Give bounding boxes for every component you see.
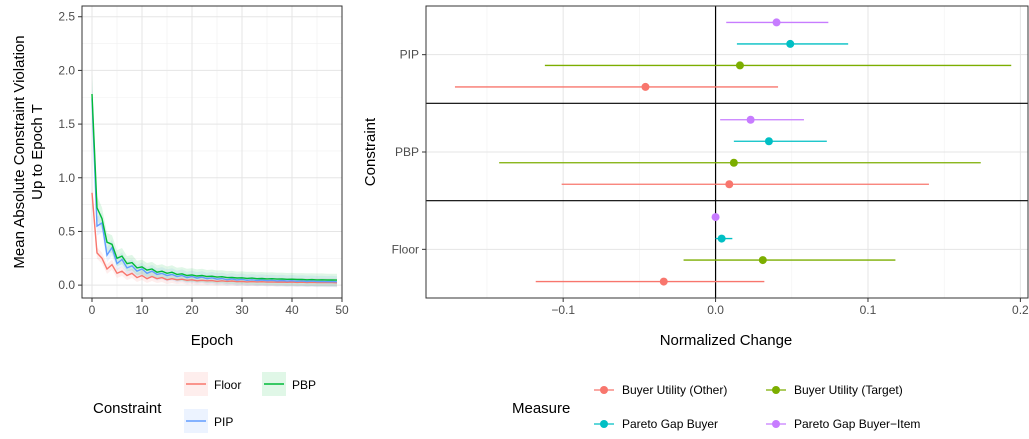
point-buyer-utility-target--floor <box>758 256 767 265</box>
legend-key-point-buyer-utility-other- <box>600 386 608 394</box>
series-line-pip <box>91 98 338 283</box>
x-tick-label: 40 <box>285 303 299 317</box>
series-ribbon-floor <box>92 183 337 287</box>
x-tick-label: 30 <box>235 303 249 317</box>
legend-label-pareto-gap-buyer: Pareto Gap Buyer <box>622 417 718 431</box>
x-axis-title: Normalized Change <box>660 332 793 349</box>
x-tick-label: 10 <box>135 303 149 317</box>
legend-title: Constraint <box>93 400 162 417</box>
point-pareto-gap-buyer-pbp <box>764 137 773 146</box>
x-tick-label: 0.0 <box>707 303 724 317</box>
x-tick-label: −0.1 <box>551 303 575 317</box>
point-pareto-gap-buyer-floor <box>717 234 726 243</box>
point-pareto-gap-buyer-item-pip <box>772 18 781 27</box>
legend-label-buyer-utility-target-: Buyer Utility (Target) <box>794 383 903 397</box>
y-axis-title: Mean Absolute Constraint Violation Up to … <box>11 35 46 268</box>
left-legend: Constraint Floor PBP PIP <box>93 372 316 433</box>
x-tick-label: 20 <box>185 303 199 317</box>
series-line-floor <box>91 192 338 284</box>
y-tick-label: PBP <box>395 145 419 159</box>
legend-title: Measure <box>512 400 570 417</box>
y-tick-label: 2.5 <box>58 10 75 24</box>
point-buyer-utility-other--pbp <box>725 180 734 189</box>
y-axis-title: Constraint <box>362 117 379 186</box>
y-tick-label: Floor <box>392 242 419 256</box>
left-plot-border <box>81 5 343 299</box>
legend-label-pareto-gap-buyer-item: Pareto Gap Buyer−Item <box>794 417 920 431</box>
y-tick-label: 0.5 <box>58 224 75 238</box>
point-pareto-gap-buyer-pip <box>786 39 795 48</box>
right-legend: Measure Buyer Utility (Other) Buyer Utilit… <box>512 383 920 431</box>
left-chart: 0 10 20 30 40 50 0.0 0.5 1.0 1.5 2.0 2.5 Epoch Mean A… <box>11 5 349 349</box>
right-chart: −0.1 0.0 0.1 0.2 PIP PBP Floor Normalized Chang… <box>362 5 1029 349</box>
legend-key-point-pareto-gap-buyer-item <box>772 420 780 428</box>
x-axis-title: Epoch <box>191 332 234 349</box>
point-pareto-gap-buyer-item-floor <box>711 213 720 222</box>
legend-label-pip: PIP <box>214 415 233 429</box>
legend-key-point-buyer-utility-target- <box>772 386 780 394</box>
series-ribbon-pip <box>92 79 337 288</box>
y-axis-title-line-1: Mean Absolute Constraint Violation <box>11 35 28 268</box>
point-buyer-utility-target--pbp <box>729 158 738 167</box>
x-tick-label: 0.2 <box>1012 303 1029 317</box>
left-plot-bg <box>82 6 342 298</box>
y-axis-title-text: Constraint <box>362 117 379 186</box>
y-tick-label: 1.0 <box>58 171 75 185</box>
x-tick-label: 50 <box>335 303 349 317</box>
x-tick-label: 0 <box>89 303 96 317</box>
y-axis-title-line-2: Up to Epoch T <box>29 104 46 200</box>
y-tick-label: PIP <box>400 48 419 62</box>
legend-label-buyer-utility-other-: Buyer Utility (Other) <box>622 383 727 397</box>
y-tick-label: 0.0 <box>58 278 75 292</box>
point-buyer-utility-other--floor <box>659 277 668 286</box>
series-line-pbp <box>91 93 338 281</box>
x-tick-label: 0.1 <box>860 303 877 317</box>
point-buyer-utility-target--pip <box>735 61 744 70</box>
legend-label-floor: Floor <box>214 378 241 392</box>
y-tick-label: 1.5 <box>58 117 75 131</box>
y-tick-label: 2.0 <box>58 63 75 77</box>
legend-label-pbp: PBP <box>292 378 316 392</box>
point-buyer-utility-other--pip <box>641 82 650 91</box>
legend-key-point-pareto-gap-buyer <box>600 420 608 428</box>
point-pareto-gap-buyer-item-pbp <box>746 115 755 124</box>
